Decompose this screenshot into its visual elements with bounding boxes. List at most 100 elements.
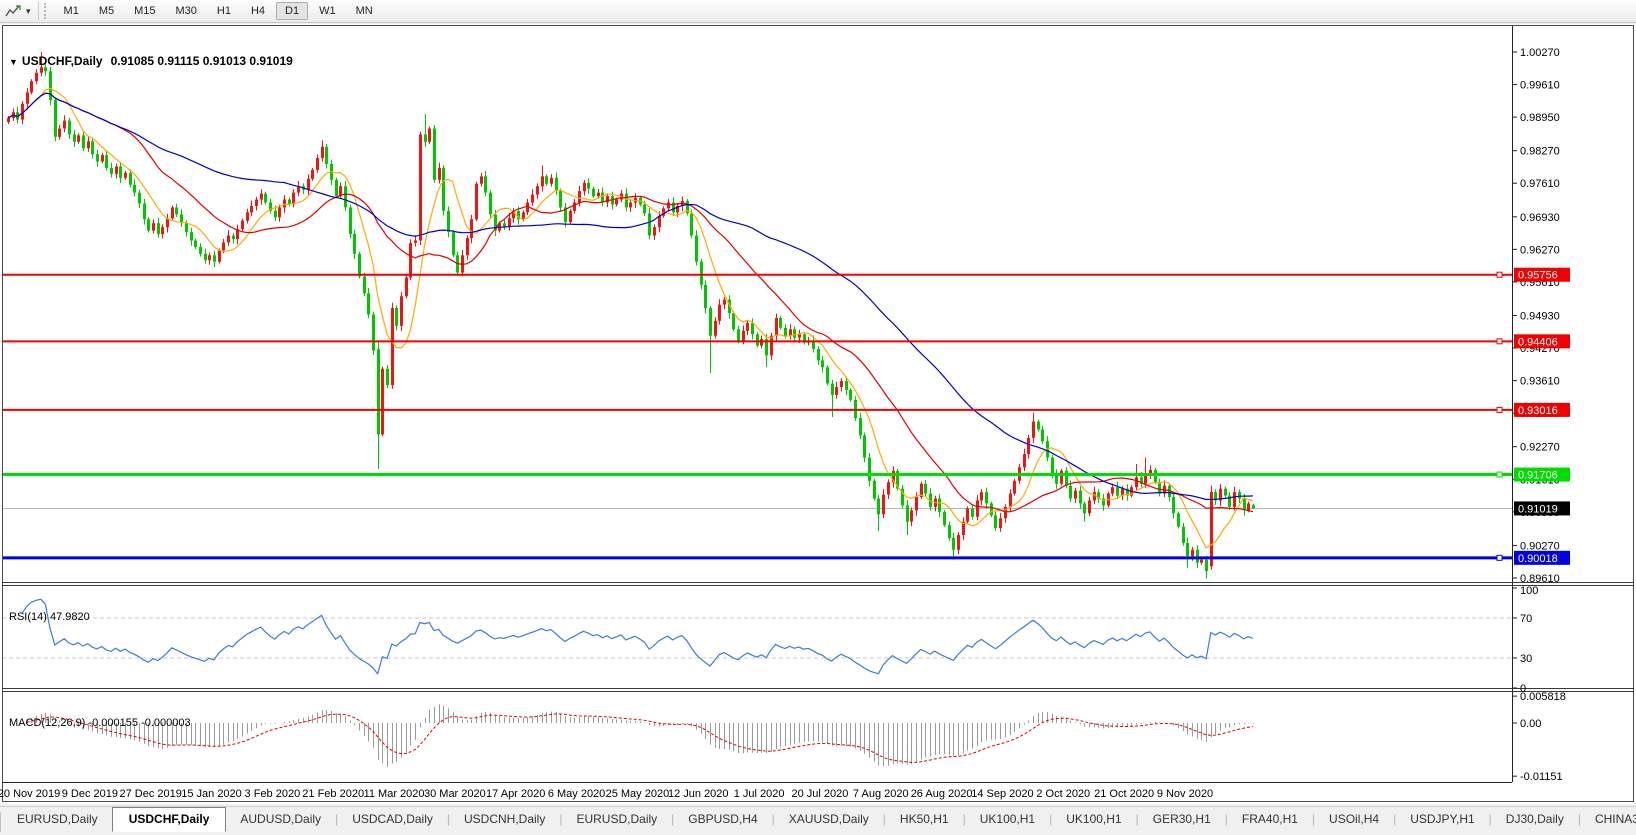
symbol-tab-usdjpy-14[interactable]: USDJPY,H1	[1410, 812, 1475, 826]
tab-separator: |	[559, 812, 563, 826]
date-tick-label: 12 Jun 2020	[668, 788, 729, 800]
chart-menu-caret-icon[interactable]: ▾	[26, 5, 31, 16]
timeframe-button-w1[interactable]: W1	[319, 5, 336, 17]
date-tick-label: 20 Jul 2020	[791, 788, 848, 800]
rsi-line	[21, 598, 1254, 676]
toolbar-drag-handle[interactable]	[43, 3, 50, 19]
symbol-tab-usdcnh-4[interactable]: USDCNH,Daily	[464, 812, 546, 826]
symbol-tab-bar: EURUSD,Daily USDCHF,Daily AUDUSD,Daily | USD…	[0, 806, 1636, 832]
moving-average-lines	[7, 87, 1254, 549]
date-tick-label: 15 Jan 2020	[181, 788, 242, 800]
symbol-tab-hk50-8[interactable]: HK50,H1	[899, 812, 949, 826]
line-handle[interactable]	[1496, 471, 1503, 478]
date-tick-label: 9 Nov 2020	[1157, 788, 1213, 800]
date-tick-label: 3 Feb 2020	[245, 788, 301, 800]
symbol-tab-eurusd-0[interactable]: EURUSD,Daily	[17, 812, 98, 826]
symbol-tab-fra40-12[interactable]: FRA40,H1	[1241, 812, 1298, 826]
rsi-tick-label: 100	[1520, 585, 1538, 597]
timeframe-button-h4[interactable]: H4	[250, 5, 266, 17]
horizontal-lines[interactable]	[2, 271, 1512, 561]
tab-separator: |	[671, 812, 675, 826]
date-tick-label: 1 Jul 2020	[734, 788, 785, 800]
price-line-label: 0.90018	[1518, 553, 1558, 565]
date-tick-label: 11 Mar 2020	[364, 788, 425, 800]
time-axis[interactable]: 20 Nov 2019 9 Dec 2019 27 Dec 2019 15 Jan 2…	[0, 788, 1213, 800]
date-tick-label: 20 Nov 2019	[0, 788, 60, 800]
symbol-tab-usoil-13[interactable]: USOil,H4	[1329, 812, 1380, 826]
date-tick-label: 17 Apr 2020	[486, 788, 545, 800]
date-tick-label: 21 Oct 2020	[1094, 788, 1154, 800]
chart-window[interactable]: 1.00270 0.99610 0.98950 0.98270 0.97610 0.969…	[0, 24, 1636, 804]
tab-separator: |	[1135, 812, 1139, 826]
price-tick-label: 0.97610	[1520, 178, 1560, 190]
timeframe-button-m15[interactable]: M15	[134, 5, 156, 17]
panel-borders	[2, 25, 1634, 802]
chart-canvas: 1.00270 0.99610 0.98950 0.98270 0.97610 0.969…	[0, 25, 1634, 802]
line-handle[interactable]	[1496, 338, 1503, 345]
date-tick-label: 14 Sep 2020	[971, 788, 1033, 800]
timeframe-button-mn[interactable]: MN	[355, 5, 373, 17]
price-line-label: 0.93016	[1518, 405, 1558, 417]
tabbar-grip[interactable]	[0, 812, 1, 832]
timeframe-button-d1[interactable]: D1	[276, 2, 309, 20]
line-handle[interactable]	[1496, 271, 1503, 278]
tab-separator: |	[1488, 812, 1492, 826]
tab-separator: |	[1224, 812, 1228, 826]
timeframe-button-m5[interactable]: M5	[98, 5, 115, 17]
date-tick-label: 26 Aug 2020	[911, 788, 973, 800]
timeframe-button-m30[interactable]: M30	[175, 5, 197, 17]
price-line-label: 0.91019	[1518, 503, 1558, 515]
date-tick-label: 2 Oct 2020	[1036, 788, 1090, 800]
symbol-tab-audusd-2[interactable]: AUDUSD,Daily	[240, 812, 322, 826]
price-line-label: 0.91706	[1518, 470, 1558, 482]
price-tick-label: 0.94930	[1520, 310, 1560, 322]
price-tick-label: 0.93610	[1520, 376, 1560, 388]
symbol-caret-icon[interactable]: ▼	[9, 57, 18, 67]
date-tick-label: 25 May 2020	[606, 788, 670, 800]
line-handle[interactable]	[1496, 554, 1503, 561]
price-tick-label: 0.89610	[1520, 573, 1560, 585]
rsi-panel	[2, 598, 1512, 676]
price-line-label: 0.95756	[1518, 270, 1558, 282]
toolbar-separator	[37, 2, 39, 20]
tab-separator: |	[962, 812, 966, 826]
chart-symbol-label: USDCHF,Daily	[21, 54, 103, 68]
timeframe-button-m1[interactable]: M1	[63, 5, 79, 17]
symbol-tab-uk100-9[interactable]: UK100,H1	[979, 812, 1036, 826]
symbol-tab-uk100-10[interactable]: UK100,H1	[1066, 812, 1122, 826]
top-toolbar: ▾ M1 M5 M15 M30 H1 H4 D1 W1 MN	[0, 0, 1636, 23]
macd-signal-line	[26, 713, 1253, 763]
chart-type-icon[interactable]	[0, 4, 24, 19]
tab-separator: |	[882, 812, 886, 826]
price-tick-label: 1.00270	[1520, 47, 1560, 59]
symbol-tab-gbpusd-6[interactable]: GBPUSD,H4	[688, 812, 758, 826]
date-tick-label: 27 Dec 2019	[119, 788, 181, 800]
tab-separator: |	[1393, 812, 1397, 826]
symbol-tab-xauusd-7[interactable]: XAUUSD,Daily	[788, 812, 869, 826]
price-tick-label: 0.99610	[1520, 80, 1560, 92]
macd-tick-label: -0.01151	[1520, 771, 1563, 783]
tab-separator: |	[335, 812, 339, 826]
price-tick-label: 0.96270	[1520, 244, 1560, 256]
timeframe-button-h1[interactable]: H1	[216, 5, 231, 17]
macd-indicator-label: MACD(12,26,9) -0.000155 -0.000003	[9, 717, 191, 729]
tab-separator: |	[1311, 812, 1316, 826]
rsi-tick-label: 30	[1520, 653, 1532, 665]
date-tick-label: 21 Feb 2020	[302, 788, 364, 800]
date-tick-label: 7 Aug 2020	[853, 788, 909, 800]
price-tick-label: 0.96930	[1520, 212, 1560, 224]
symbol-tab-dj30-15[interactable]: DJ30,Daily	[1505, 812, 1564, 826]
tab-separator: |	[446, 812, 450, 826]
price-axis[interactable]: 1.00270 0.99610 0.98950 0.98270 0.97610 0.969…	[1512, 47, 1570, 783]
symbol-tab-usdchf-1[interactable]: USDCHF,Daily	[111, 807, 227, 832]
price-tick-label: 0.98950	[1520, 112, 1560, 124]
date-tick-label: 30 Mar 2020	[424, 788, 486, 800]
symbol-tab-usdcad-3[interactable]: USDCAD,Daily	[352, 812, 433, 826]
symbol-tab-china300-16[interactable]: CHINA300,H1	[1594, 812, 1636, 826]
chart-title: ▼ USDCHF,Daily 0.91085 0.91115 0.91013 0.9…	[9, 54, 293, 68]
symbol-tab-eurusd-5[interactable]: EURUSD,Daily	[576, 812, 658, 826]
chart-ohlc-values: 0.91085 0.91115 0.91013 0.91019	[110, 54, 293, 68]
line-handle[interactable]	[1496, 406, 1503, 413]
rsi-tick-label: 70	[1520, 613, 1532, 625]
symbol-tab-ger30-11[interactable]: GER30,H1	[1152, 812, 1211, 826]
